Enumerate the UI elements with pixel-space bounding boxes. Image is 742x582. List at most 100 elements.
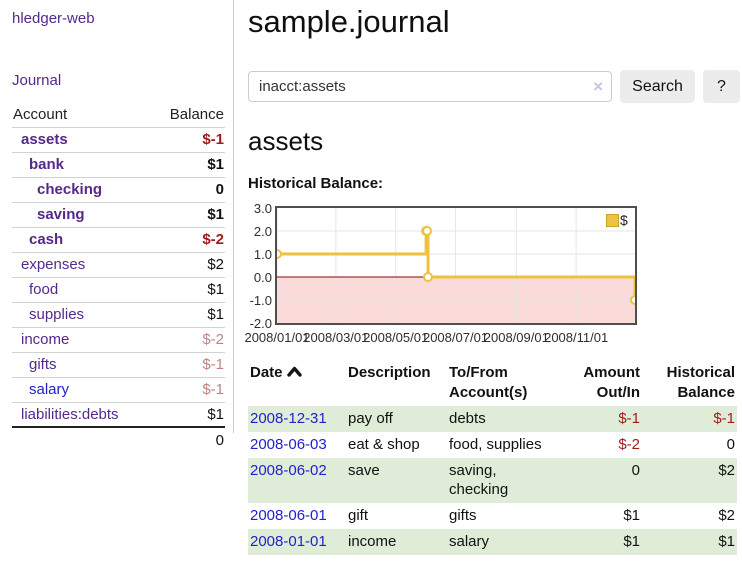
y-axis-tick-label: -1.0 [249, 293, 272, 308]
transaction-accounts: debts [447, 406, 559, 432]
account-row-cash: cash $-2 [12, 227, 225, 252]
y-axis-tick-label: 1.0 [253, 247, 272, 262]
account-balance: $-2 [202, 331, 224, 348]
account-balance: $-1 [202, 131, 224, 148]
column-header-amount: Amount Out/In [583, 364, 640, 401]
historical-balance-chart: $ 3.0 2.0 1.0 0.0 -1.0 -2.0 2008/01/01 2008/03/… [244, 200, 742, 348]
x-axis-tick-label: 2008/03/01 [303, 330, 369, 345]
transaction-amount: $-2 [618, 436, 640, 453]
help-button[interactable]: ? [703, 70, 740, 103]
account-balance: $1 [207, 281, 224, 298]
sort-ascending-icon [286, 366, 302, 377]
app-brand-link[interactable]: hledger-web [12, 10, 95, 27]
account-row-food: food $1 [12, 277, 225, 302]
account-link-checking[interactable]: checking [37, 181, 103, 198]
search-bar: × Search ? [248, 70, 742, 103]
account-row-assets: assets $-1 [12, 127, 225, 152]
account-link-liabilities-debts[interactable]: liabilities:debts [21, 405, 119, 423]
column-header-description: Description [348, 364, 431, 381]
account-link-food[interactable]: food [29, 281, 59, 298]
y-axis-tick-label: 0.0 [253, 270, 272, 285]
transaction-date-link[interactable]: 2008-12-31 [250, 410, 327, 427]
balance-column-header: Balance [169, 105, 224, 123]
sidebar-divider [233, 0, 234, 433]
account-row-expenses: expenses $2 [12, 252, 225, 277]
account-link-salary[interactable]: salary [29, 381, 70, 398]
register-table: Date Description To/From Account(s) Amou… [248, 360, 737, 555]
account-row-salary: salary $-1 [12, 377, 225, 402]
transaction-balance: $2 [642, 458, 737, 503]
account-link-assets[interactable]: assets [21, 131, 68, 148]
account-row-supplies: supplies $1 [12, 302, 225, 327]
legend-label: $ [620, 212, 628, 228]
transaction-balance: $2 [718, 507, 735, 524]
account-link-expenses[interactable]: expenses [21, 256, 86, 273]
transaction-amount: $1 [623, 507, 640, 524]
transaction-balance: $1 [642, 529, 737, 555]
search-input-wrap: × [248, 71, 612, 102]
account-link-bank[interactable]: bank [29, 156, 65, 173]
accounts-table-header: Account Balance [12, 102, 225, 127]
account-balance: 0 [215, 181, 224, 198]
x-axis-tick-label: 2008/11/01 [544, 330, 609, 345]
account-row-checking: checking 0 [12, 177, 225, 202]
transaction-balance: 0 [726, 436, 735, 453]
accounts-total-row: 0 [12, 427, 225, 452]
register-row: 2008-06-01 gift gifts $1 $2 [248, 503, 737, 529]
transaction-amount: $1 [559, 529, 642, 555]
search-input[interactable] [248, 71, 612, 102]
account-row-bank: bank $1 [12, 152, 225, 177]
account-link-saving[interactable]: saving [37, 206, 85, 223]
transaction-amount: $-1 [618, 410, 640, 427]
account-balance: $-1 [202, 381, 224, 398]
account-balance: $2 [207, 256, 224, 273]
account-balance: $-1 [202, 356, 224, 373]
legend-swatch-icon [606, 213, 619, 227]
accounts-column-header: Account [13, 105, 68, 123]
transaction-description: save [346, 458, 447, 503]
clear-search-icon[interactable]: × [593, 77, 603, 96]
account-balance: $1 [207, 156, 224, 173]
page-title: sample.journal [248, 4, 450, 39]
y-axis-tick-label: 2.0 [253, 224, 272, 239]
chart-legend: $ [606, 212, 628, 228]
transaction-description: income [346, 529, 447, 555]
account-balance: $1 [207, 206, 224, 223]
accounts-total-value: 0 [215, 431, 224, 449]
search-button[interactable]: Search [620, 70, 695, 103]
transaction-date-link[interactable]: 2008-06-01 [250, 507, 327, 524]
transaction-date-link[interactable]: 2008-06-02 [250, 462, 327, 479]
account-link-gifts[interactable]: gifts [29, 356, 57, 373]
sidebar-item-journal[interactable]: Journal [12, 72, 62, 89]
transaction-amount: 0 [559, 458, 642, 503]
account-link-cash[interactable]: cash [29, 231, 64, 248]
account-row-gifts: gifts $-1 [12, 352, 225, 377]
column-header-date[interactable]: Date [248, 360, 346, 406]
transaction-description: eat & shop [348, 436, 420, 453]
register-row: 2008-01-01 income salary $1 $1 [248, 529, 737, 555]
x-axis-tick-label: 2008/01/01 [244, 330, 310, 345]
transaction-balance: $-1 [713, 410, 735, 427]
account-row-income: income $-2 [12, 327, 225, 352]
transaction-accounts: salary [447, 529, 559, 555]
y-axis-tick-label: -2.0 [249, 316, 272, 331]
x-axis-tick-label: 2008/07/01 [422, 330, 489, 345]
account-link-supplies[interactable]: supplies [29, 306, 85, 323]
account-row-saving: saving $1 [12, 202, 225, 227]
account-row-liabilities-debts: liabilities:debts $1 [12, 402, 225, 427]
transaction-accounts: saving, checking [447, 458, 559, 503]
transaction-date-link[interactable]: 2008-01-01 [250, 533, 327, 550]
transaction-description: gift [348, 507, 369, 524]
account-link-income[interactable]: income [21, 331, 70, 348]
register-row: 2008-06-02 save saving, checking 0 $2 [248, 458, 737, 503]
account-balance: $-2 [202, 231, 224, 248]
y-axis-tick-label: 3.0 [253, 201, 272, 216]
column-header-balance: Historical Balance [666, 364, 735, 401]
chart-title: Historical Balance: [248, 175, 384, 192]
transaction-accounts: food, supplies [449, 436, 542, 453]
transaction-date-link[interactable]: 2008-06-03 [250, 436, 327, 453]
account-balance: $1 [207, 405, 224, 423]
chart-plot-area [275, 206, 637, 325]
account-page-title: assets [248, 126, 324, 156]
